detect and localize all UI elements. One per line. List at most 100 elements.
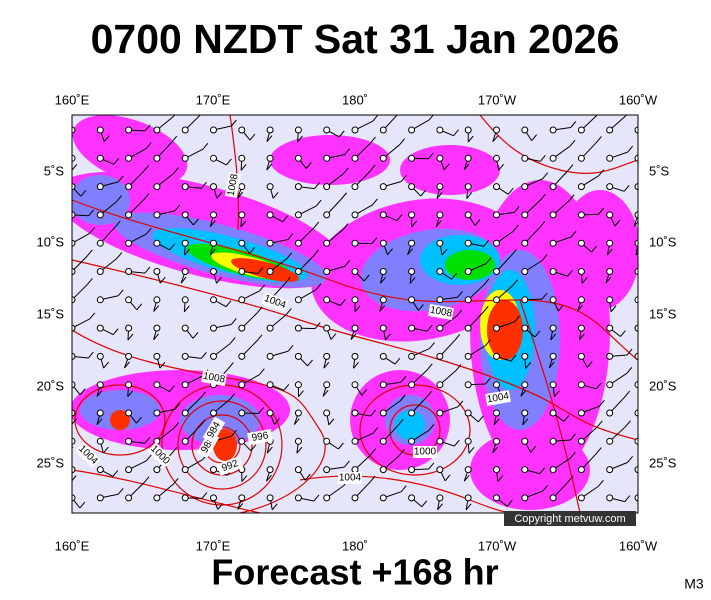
station <box>351 126 359 134</box>
barb-feather <box>483 278 490 286</box>
barb-shaft <box>156 428 174 442</box>
station <box>379 211 387 219</box>
station <box>125 409 133 417</box>
station <box>266 239 274 247</box>
barb-feather <box>307 359 313 367</box>
station <box>266 324 274 332</box>
station <box>493 324 500 332</box>
barb-shaft <box>72 255 88 272</box>
barb-feather <box>231 119 237 127</box>
barb-shaft <box>637 271 638 273</box>
barb-feather <box>399 138 405 146</box>
station <box>493 381 500 389</box>
barb-feather <box>171 135 178 143</box>
station <box>153 126 161 134</box>
station <box>323 183 331 191</box>
barb-feather <box>428 152 434 160</box>
barb-feather <box>567 269 573 277</box>
barb-feather <box>409 277 416 284</box>
barb-feather <box>271 503 278 511</box>
footer-caption: Forecast +168 hr <box>211 552 498 593</box>
station <box>72 409 76 417</box>
rain-area <box>72 175 130 225</box>
barb-feather <box>169 385 175 392</box>
station <box>181 183 189 191</box>
station <box>294 154 302 162</box>
station <box>323 466 331 474</box>
barb-shaft <box>524 199 541 216</box>
station <box>72 211 76 219</box>
station <box>549 239 557 247</box>
barb-feather <box>534 330 541 338</box>
station <box>238 154 246 162</box>
barb-feather <box>520 389 527 397</box>
station <box>266 183 274 191</box>
barb-feather <box>117 487 124 495</box>
barb-feather <box>624 495 631 502</box>
station <box>379 466 387 474</box>
station <box>577 494 585 502</box>
lon-label: 160˚E <box>55 92 90 107</box>
barb-feather <box>598 399 605 407</box>
station <box>238 183 246 191</box>
station <box>153 409 161 417</box>
barb-feather <box>640 504 645 510</box>
station <box>96 352 104 360</box>
station <box>436 494 444 502</box>
barb-shaft <box>184 115 201 131</box>
barb-feather <box>201 181 207 189</box>
barb-feather <box>249 247 256 254</box>
station <box>238 437 246 445</box>
barb-feather <box>227 362 234 369</box>
station <box>96 381 104 389</box>
station <box>294 409 302 417</box>
copyright-box <box>504 511 636 526</box>
isobar-label: 1004 <box>485 390 511 406</box>
barb-feather <box>467 135 474 143</box>
barb-feather <box>113 157 120 165</box>
station <box>464 154 472 162</box>
barb-feather <box>200 391 207 399</box>
barb-feather <box>117 175 124 183</box>
barb-feather <box>385 333 391 341</box>
barb-shaft <box>411 396 428 414</box>
barb-feather <box>542 172 549 180</box>
station <box>238 494 246 502</box>
station <box>181 494 189 502</box>
station <box>351 324 359 332</box>
station <box>577 239 585 247</box>
barb-feather <box>342 223 349 230</box>
station <box>181 296 189 304</box>
barb-feather <box>624 390 631 398</box>
barb-feather <box>112 328 119 336</box>
barb-feather <box>606 248 613 256</box>
station <box>323 381 331 389</box>
lat-label: 15˚S <box>37 306 65 321</box>
barb-feather <box>201 492 208 499</box>
lat-label: 5˚S <box>44 163 65 178</box>
station <box>577 409 585 417</box>
barb-feather <box>169 243 176 251</box>
isobar-label-box <box>201 370 227 386</box>
station <box>408 126 416 134</box>
barb-feather <box>639 193 644 199</box>
station <box>379 268 387 275</box>
barb-feather <box>474 219 481 226</box>
station <box>379 126 387 134</box>
lon-label: 170˚E <box>196 92 231 107</box>
station <box>153 154 161 162</box>
station <box>294 296 302 304</box>
barb-feather <box>444 474 451 482</box>
isobar-label-text: 1004 <box>339 473 362 484</box>
barb-shaft <box>184 397 202 414</box>
barb-feather <box>428 115 434 121</box>
barb-shaft <box>99 258 118 272</box>
station <box>72 352 76 360</box>
station <box>210 154 217 162</box>
barb-feather <box>315 283 322 291</box>
barb-feather <box>591 245 597 253</box>
station <box>72 296 76 304</box>
isobar-label-box <box>216 456 244 476</box>
station <box>379 352 387 360</box>
station <box>153 494 161 502</box>
